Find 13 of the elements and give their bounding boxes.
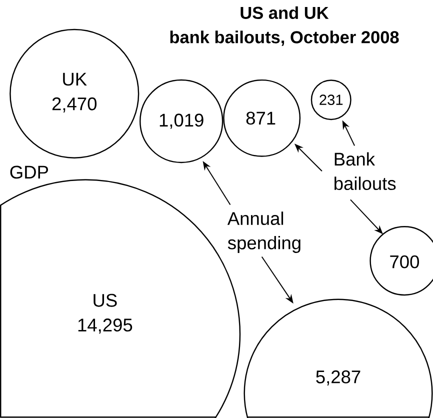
text: US and UK bank bailouts, October 2008 [170,6,399,46]
data-label: 5,287 [316,370,360,386]
category-label: US [94,294,117,307]
series-label: GDP [10,166,48,179]
data-label: 231 [320,94,343,106]
data-label: 700 [390,255,420,268]
category-label: UK [63,73,87,86]
data-label: 1,019 [160,114,204,129]
legend-label: Annual spending [227,212,300,254]
data-label: 2,470 [52,98,97,113]
data-label: 14,295 [78,318,132,334]
legend-label: Bank bailouts [334,152,396,190]
data-label: 871 [246,112,276,125]
